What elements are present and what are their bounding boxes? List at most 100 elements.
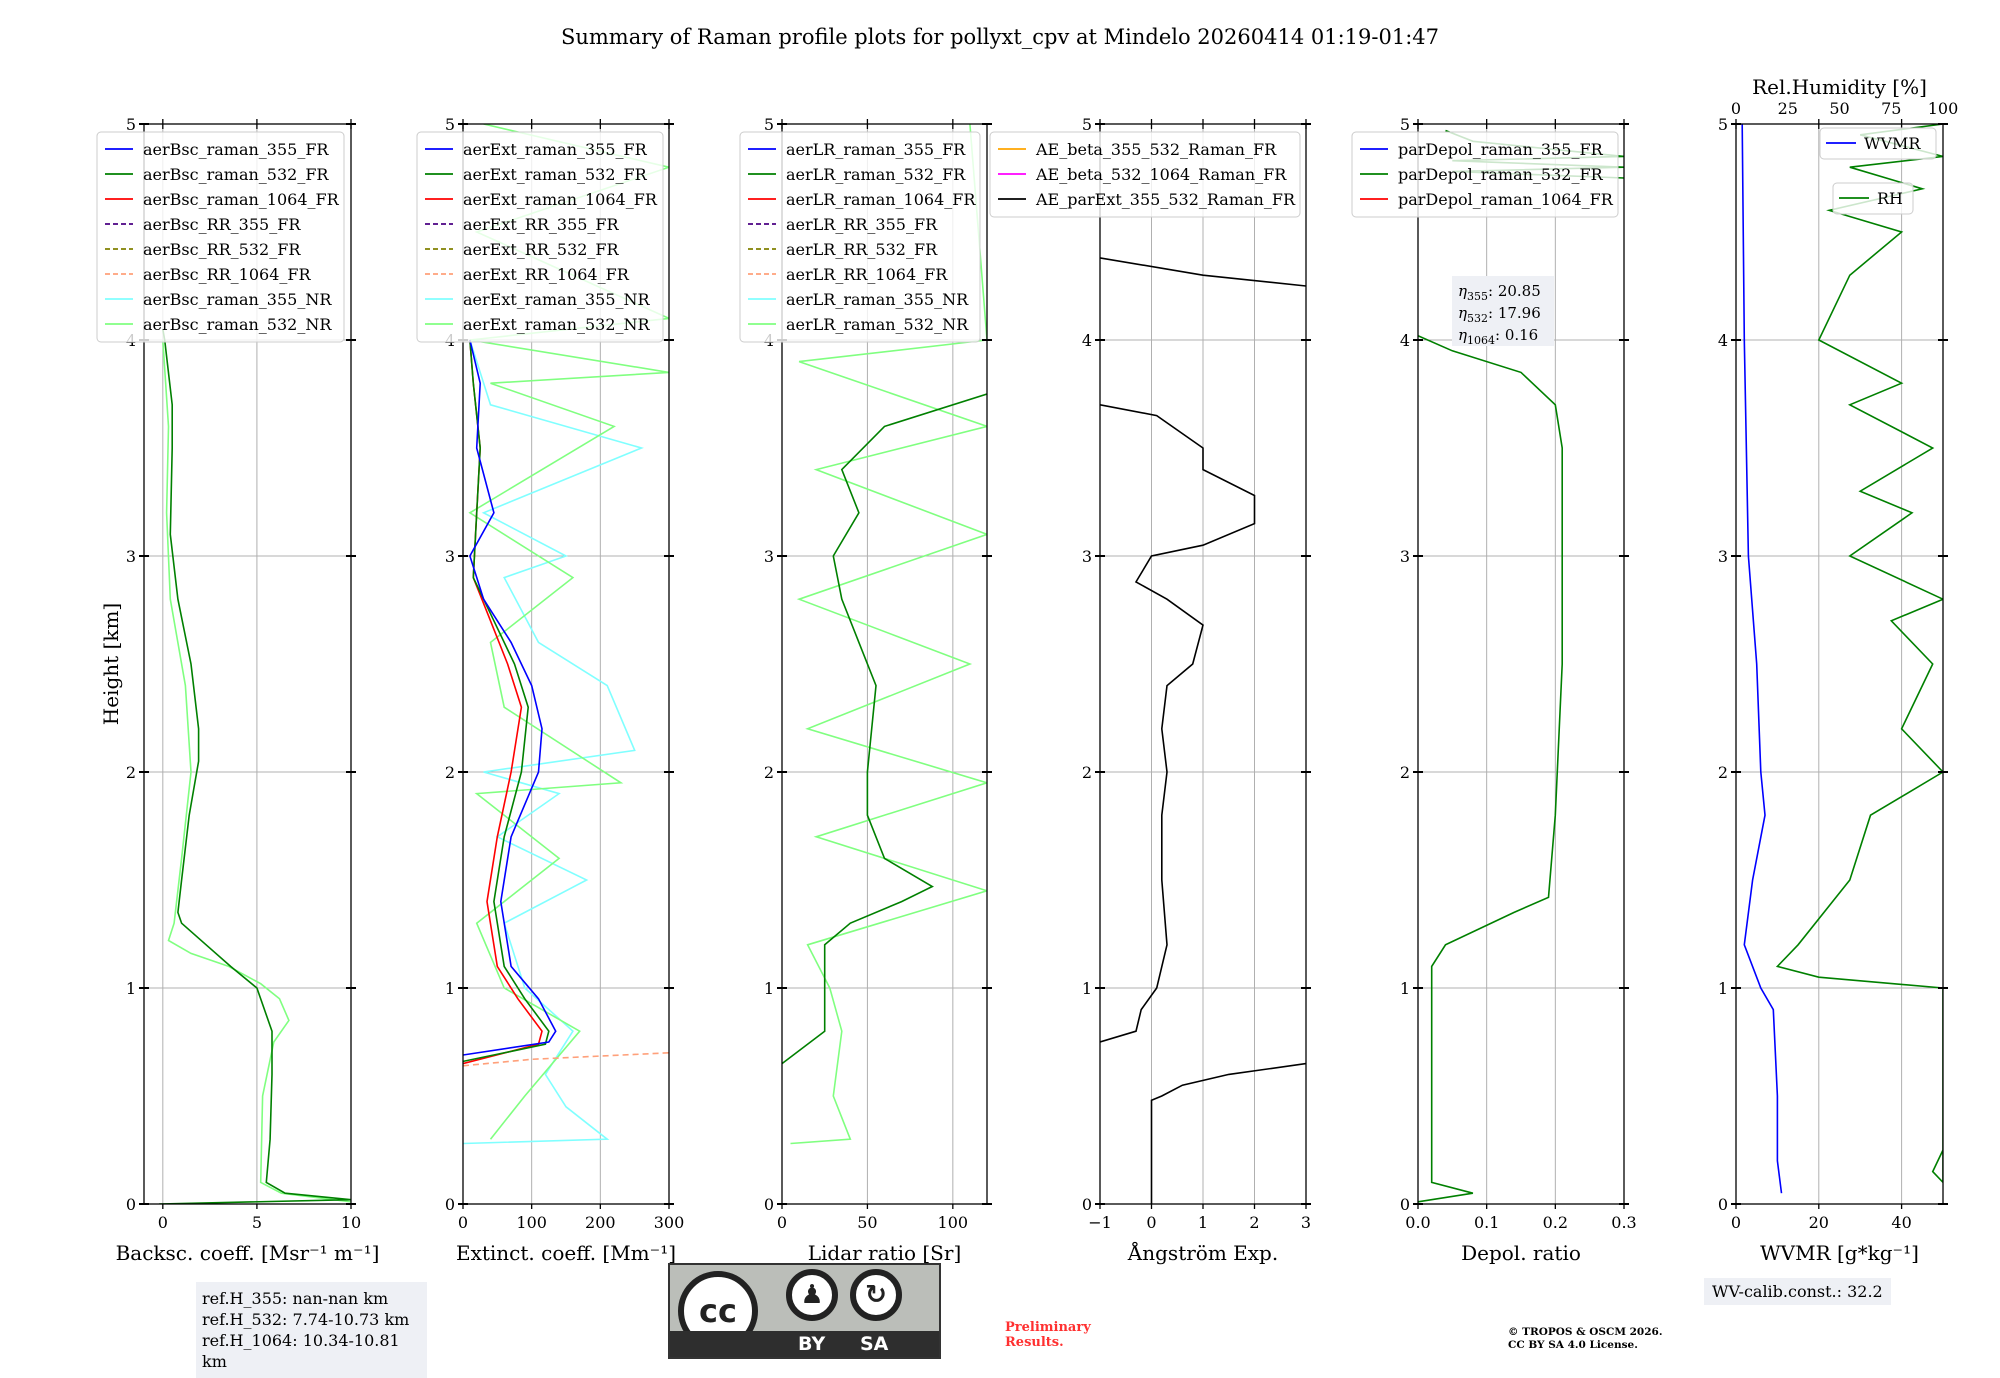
legend-label: parDepol_raman_1064_FR [1398, 190, 1614, 209]
copyright-line-2: CC BY SA 4.0 License. [1508, 1339, 1638, 1351]
copyright-line-1: © TROPOS & OSCM 2026. [1508, 1326, 1663, 1338]
y-tick-label: 5 [1082, 115, 1092, 134]
top-x-tick-label: 100 [1928, 99, 1959, 118]
legend-label: parDepol_raman_532_FR [1398, 165, 1604, 184]
x-tick-label: 20 [1809, 1213, 1829, 1232]
y-tick-label: 5 [764, 115, 774, 134]
series-line-aerext-raman-355-nr [463, 339, 644, 1145]
x-tick-label: 0.3 [1611, 1213, 1636, 1232]
x-tick-label: 100 [938, 1213, 969, 1232]
series-line-aerbsc-raman-532-fr [159, 329, 351, 1204]
legend-label: aerBsc_raman_532_NR [143, 315, 332, 334]
x-tick-label: 100 [516, 1213, 547, 1232]
axes-frame [1417, 123, 1625, 1205]
eta-number: : 0.16 [1495, 326, 1538, 344]
series-line-ae-parext-355-532-raman-fr-low [1150, 1062, 1306, 1204]
legend-box [1351, 131, 1619, 218]
y-tick-label: 1 [764, 979, 774, 998]
ref-height-355: ref.H_355: nan-nan km [202, 1289, 389, 1308]
legend: aerBsc_raman_355_FR aerBsc_raman_532_FRae… [96, 131, 345, 343]
legend-label: aerExt_RR_1064_FR [463, 265, 630, 284]
share-alike-icon: ↻ [850, 1269, 902, 1321]
reference-height-box: ref.H_355: nan-nan km ref.H_532: 7.74-10… [196, 1282, 427, 1378]
y-axis-label: Height [km] [99, 603, 123, 725]
y-tick-label: 0 [1082, 1195, 1092, 1214]
legend-label: aerBsc_raman_1064_FR [143, 190, 340, 209]
panel-1: 0123450510Backsc. coeff. [Msr⁻¹ m⁻¹]aerB… [96, 115, 380, 1265]
y-tick-label: 3 [1082, 547, 1092, 566]
legend-label: aerExt_raman_532_FR [463, 165, 648, 184]
series-line-rh [1775, 124, 1943, 1184]
y-tick-label: 3 [1400, 547, 1410, 566]
x-tick-label: 0 [158, 1213, 168, 1232]
y-tick-label: 2 [1082, 763, 1092, 782]
y-tick-label: 0 [1400, 1195, 1410, 1214]
legend-label: AE_beta_355_532_Raman_FR [1035, 140, 1277, 159]
axes-frame [1735, 123, 1944, 1205]
legend-label: aerExt_RR_532_FR [463, 240, 620, 259]
top-x-tick-label: 75 [1881, 99, 1901, 118]
x-tick-label: 0.1 [1474, 1213, 1499, 1232]
panel-2: 0123450100200300Extinct. coeff. [Mm⁻¹]ae… [416, 115, 685, 1265]
y-tick-label: 0 [126, 1195, 136, 1214]
license-label-bar: BY SA [670, 1331, 939, 1357]
axes-frame [462, 123, 670, 1205]
x-tick-label: 50 [857, 1213, 877, 1232]
y-tick-label: 5 [1400, 115, 1410, 134]
eta-value-355: η355: 20.85 [1458, 282, 1541, 303]
eta-number: : 17.96 [1488, 304, 1541, 322]
by-label: BY [798, 1333, 826, 1355]
x-tick-label: 300 [654, 1213, 685, 1232]
legend-label: aerExt_raman_1064_FR [463, 190, 658, 209]
preliminary-line-2: Results. [1005, 1335, 1064, 1350]
figure-title: Summary of Raman profile plots for polly… [561, 25, 1439, 49]
x-tick-label: 0.0 [1405, 1213, 1430, 1232]
legend-label: aerLR_raman_1064_FR [786, 190, 976, 209]
y-tick-label: 5 [445, 115, 455, 134]
legend-label: aerExt_raman_355_FR [463, 140, 648, 159]
series-line-wvmr [1741, 124, 1783, 1194]
x-axis-label: WVMR [g*kg⁻¹] [1760, 1241, 1919, 1265]
x-tick-label: 10 [341, 1213, 361, 1232]
legend: parDepol_raman_355_FR parDepol_raman_532_… [1351, 131, 1619, 218]
legend-label: aerBsc_RR_355_FR [143, 215, 301, 234]
legend-label: aerLR_RR_1064_FR [786, 265, 948, 284]
y-tick-label: 0 [445, 1195, 455, 1214]
wv-calibration-box: WV-calib.const.: 32.2 [1704, 1278, 1891, 1305]
eta-symbol: η [1458, 304, 1467, 322]
x-axis-label: Backsc. coeff. [Msr⁻¹ m⁻¹] [116, 1241, 380, 1265]
legend-box [739, 131, 981, 343]
series-line-aerext-rr-1064-fr [463, 1052, 669, 1067]
preliminary-line-1: Preliminary [1005, 1320, 1091, 1335]
top-x-axis-label: Rel.Humidity [%] [1752, 75, 1927, 99]
legend-label: aerLR_raman_532_NR [786, 315, 969, 334]
legend-label: aerBsc_raman_355_FR [143, 140, 329, 159]
y-tick-label: 2 [1400, 763, 1410, 782]
series-line-aerlr-raman-532-nr [790, 124, 987, 1145]
y-tick-label: 3 [126, 547, 136, 566]
top-x-tick-label: 25 [1778, 99, 1798, 118]
legend-label: aerBsc_RR_532_FR [143, 240, 301, 259]
y-tick-label: 1 [126, 979, 136, 998]
legend-box [989, 131, 1301, 218]
eta-subscript: 355 [1467, 290, 1488, 303]
panel-5: 0 1 2 3 4 5 0.0 0.1 0.2 0.3 Depol. ratio parDepol_r… [1351, 115, 1637, 1265]
y-tick-label: 2 [1718, 763, 1728, 782]
x-tick-label: 0 [1146, 1213, 1156, 1232]
legend-box [1819, 127, 1937, 160]
y-tick-label: 5 [1718, 115, 1728, 134]
sa-label: SA [860, 1333, 889, 1355]
series-line-aerext-raman-355-fr [463, 339, 557, 1056]
eta-number: : 20.85 [1488, 282, 1541, 300]
x-axis-label: Depol. ratio [1461, 1241, 1581, 1265]
legend: AE_beta_355_532_Raman_FR AE_beta_532_1064… [989, 131, 1301, 218]
y-tick-label: 2 [445, 763, 455, 782]
x-axis-label: Extinct. coeff. [Mm⁻¹] [456, 1241, 676, 1265]
legend-label: aerLR_raman_355_FR [786, 140, 966, 159]
top-x-tick-label: 0 [1731, 99, 1741, 118]
y-tick-label: 4 [1082, 331, 1092, 350]
series-line-aerbsc-raman-532-nr [162, 339, 351, 1203]
